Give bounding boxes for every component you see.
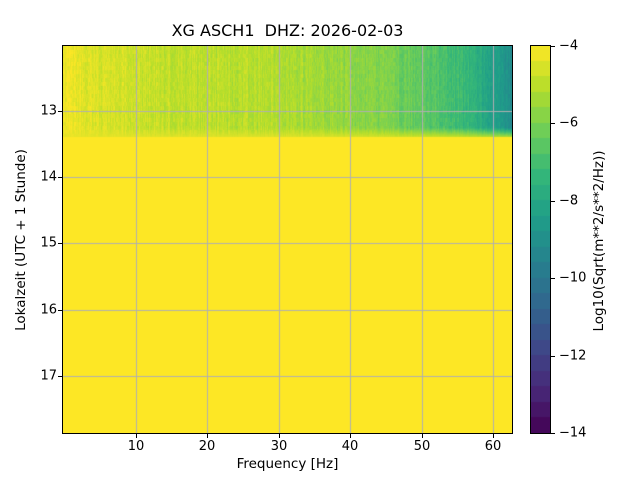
y-tick-mark [58, 111, 62, 112]
colorbar-tick-mark [551, 123, 555, 124]
x-tick-label: 30 [270, 439, 288, 454]
y-tick-label: 16 [40, 302, 57, 318]
colorbar-canvas [531, 46, 550, 433]
colorbar-tick-label: −14 [559, 425, 587, 441]
x-tick-label: 20 [198, 439, 216, 454]
colorbar-tick-mark [551, 46, 555, 47]
x-axis-label: Frequency [Hz] [236, 456, 339, 472]
colorbar-tick-label: −10 [559, 270, 587, 286]
y-tick-mark [58, 376, 62, 377]
colorbar-tick-mark [551, 278, 555, 279]
y-tick-mark [58, 310, 62, 311]
colorbar-tick-mark [551, 356, 555, 357]
x-tick-mark [350, 434, 351, 438]
y-tick-mark [58, 243, 62, 244]
x-tick-mark [207, 434, 208, 438]
colorbar [530, 45, 551, 434]
spectrogram-canvas [63, 46, 512, 433]
chart-title: XG ASCH1 DHZ: 2026-02-03 [171, 21, 404, 40]
x-tick-mark [279, 434, 280, 438]
x-tick-label: 50 [413, 439, 431, 454]
y-tick-label: 14 [40, 169, 57, 185]
x-tick-mark [493, 434, 494, 438]
x-tick-label: 60 [484, 439, 502, 454]
x-tick-mark [422, 434, 423, 438]
y-tick-mark [58, 177, 62, 178]
colorbar-tick-label: −8 [559, 193, 579, 209]
x-tick-label: 10 [127, 439, 145, 454]
colorbar-tick-mark [551, 201, 555, 202]
colorbar-tick-label: −6 [559, 115, 579, 131]
y-tick-label: 15 [40, 235, 57, 251]
x-tick-label: 40 [341, 439, 359, 454]
colorbar-tick-label: −4 [559, 38, 579, 54]
y-tick-label: 17 [40, 368, 57, 384]
spectrogram-plot [62, 45, 513, 434]
y-axis-label: Lokalzeit (UTC + 1 Stunde) [13, 149, 29, 331]
colorbar-tick-mark [551, 433, 555, 434]
colorbar-tick-label: −12 [559, 348, 587, 364]
colorbar-label: Log10(Sqrt(m**2/s**2/Hz)) [591, 150, 607, 332]
y-tick-label: 13 [40, 103, 57, 119]
x-tick-mark [136, 434, 137, 438]
